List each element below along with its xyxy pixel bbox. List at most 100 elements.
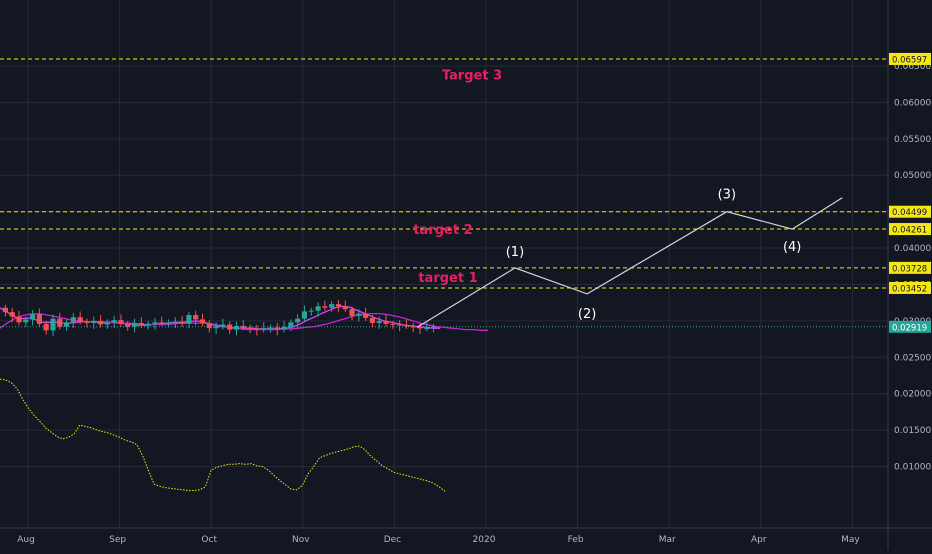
wave-label: (1) — [506, 245, 524, 260]
candle-body — [410, 325, 416, 328]
x-tick-label: Feb — [568, 535, 584, 545]
candle-body — [111, 320, 117, 323]
target-annotation: target 2 — [413, 223, 472, 238]
candle-body — [335, 304, 342, 307]
candle-body — [349, 309, 355, 316]
target-annotation: target 1 — [418, 271, 477, 286]
candle-body — [220, 324, 226, 327]
candle-body — [424, 328, 430, 330]
candle-body — [288, 322, 294, 327]
price-level-label: 0.06597 — [892, 55, 927, 65]
x-tick-label: Apr — [751, 535, 767, 545]
x-tick-label: Dec — [384, 535, 401, 545]
candle-body — [295, 318, 301, 323]
candle-body — [152, 322, 158, 324]
x-tick-label: 2020 — [473, 535, 496, 545]
candle-body — [431, 326, 437, 329]
candle-body — [2, 307, 8, 313]
candle-body — [329, 304, 335, 308]
y-tick-label: 0.02000 — [894, 390, 931, 400]
candle-body — [247, 327, 253, 329]
price-level-tag — [889, 205, 931, 218]
candle-body — [254, 328, 260, 330]
candle-body — [376, 320, 382, 324]
candle-body — [131, 323, 138, 327]
candle-body — [322, 306, 328, 308]
candle-body — [16, 316, 22, 323]
candle-body — [70, 317, 76, 323]
target-annotation: Target 3 — [442, 68, 502, 83]
x-tick-label: Nov — [292, 535, 310, 545]
y-tick-label: 0.06000 — [894, 98, 931, 108]
candle-body — [213, 326, 219, 329]
price-level-label: 0.04499 — [892, 208, 927, 218]
candle-body — [23, 319, 29, 323]
price-level-tag — [889, 52, 931, 65]
candle-body — [363, 313, 369, 318]
candle-body — [57, 318, 63, 327]
candle-body — [261, 328, 267, 330]
price-level-label: 0.04261 — [892, 226, 927, 236]
wave-label: (2) — [578, 307, 596, 322]
candle-body — [104, 322, 110, 325]
wave-projection-line[interactable] — [416, 197, 843, 328]
candle-body — [390, 323, 396, 325]
x-tick-label: Mar — [659, 535, 676, 545]
candle-body — [29, 314, 36, 320]
price-level-tag — [889, 261, 931, 274]
candle-body — [36, 314, 42, 324]
current-price-label: 0.02919 — [892, 323, 927, 333]
candle-body — [9, 312, 15, 317]
candle-body — [342, 306, 348, 310]
x-tick-label: Sep — [109, 535, 126, 545]
y-tick-label: 0.05500 — [894, 135, 931, 145]
candle-body — [63, 322, 70, 327]
wave-label: (3) — [718, 188, 736, 203]
x-tick-label: Oct — [201, 535, 217, 545]
candle-body — [356, 313, 362, 316]
candle-body — [145, 323, 151, 326]
wave-label: (4) — [783, 240, 801, 255]
y-tick-label: 0.01000 — [894, 463, 931, 473]
candle-body — [138, 323, 144, 326]
candle-body — [301, 311, 308, 319]
price-level-label: 0.03728 — [892, 264, 927, 274]
candle-body — [179, 321, 185, 324]
candle-body — [267, 327, 274, 329]
y-tick-label: 0.01500 — [894, 426, 931, 436]
candle-body — [97, 320, 104, 325]
candle-body — [403, 325, 410, 327]
candle-body — [227, 324, 233, 330]
candle-body — [274, 327, 280, 330]
candle-body — [397, 324, 403, 326]
candle-body — [159, 322, 165, 324]
candle-body — [315, 306, 321, 311]
candle-body — [91, 320, 97, 324]
x-tick-label: May — [841, 535, 860, 545]
candle-body — [383, 320, 389, 324]
candle-body — [43, 323, 49, 331]
candle-body — [308, 310, 314, 312]
candle-body — [417, 327, 423, 329]
y-tick-label: 0.04000 — [894, 244, 931, 254]
y-tick-label: 0.02500 — [894, 353, 931, 363]
candle-body — [172, 321, 178, 323]
candle-body — [240, 325, 246, 328]
candle-body — [118, 320, 124, 324]
candle-body — [125, 323, 131, 327]
candle-body — [84, 321, 90, 324]
y-tick-label: 0.05000 — [894, 171, 931, 181]
price-level-tag — [889, 223, 931, 236]
candle-body — [233, 325, 240, 330]
candle-body — [193, 315, 199, 320]
current-price-tag — [889, 320, 931, 333]
x-tick-label: Aug — [17, 535, 35, 545]
candle-body — [281, 326, 287, 330]
indicator-line — [0, 378, 446, 492]
candle-body — [50, 318, 56, 331]
candle-body — [369, 317, 376, 324]
y-tick-label: 0.06500 — [894, 62, 931, 72]
